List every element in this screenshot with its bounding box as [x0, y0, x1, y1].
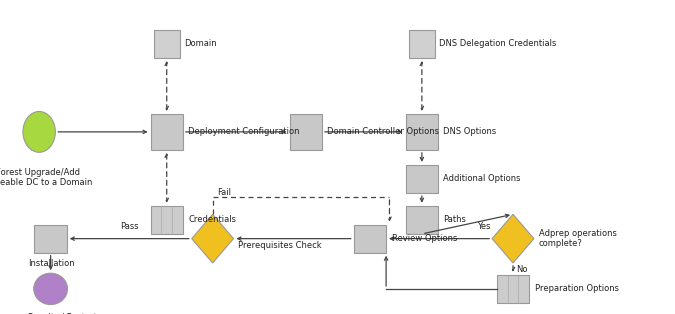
Text: Additional Options: Additional Options [443, 175, 521, 183]
Bar [409, 30, 435, 58]
Text: Domain Controller Options: Domain Controller Options [327, 127, 439, 136]
Text: Forest Upgrade/Add
Writeable DC to a Domain: Forest Upgrade/Add Writeable DC to a Dom… [0, 168, 92, 187]
Text: Pass: Pass [120, 222, 138, 231]
Bar [406, 114, 438, 150]
Bar [497, 275, 529, 303]
Text: Prerequisites Check: Prerequisites Check [238, 241, 322, 250]
Text: Fail: Fail [217, 188, 231, 197]
Bar [34, 225, 67, 253]
Text: Installation: Installation [28, 259, 75, 268]
Text: DNS Delegation Credentials: DNS Delegation Credentials [439, 40, 557, 48]
Polygon shape [192, 214, 234, 263]
Text: Paths: Paths [443, 215, 466, 224]
Text: Deployment Configuration: Deployment Configuration [188, 127, 300, 136]
Ellipse shape [34, 273, 68, 305]
Bar [406, 165, 438, 193]
Bar [151, 206, 183, 234]
Bar [406, 206, 438, 234]
Bar [154, 30, 180, 58]
Bar [354, 225, 386, 253]
Polygon shape [492, 214, 534, 263]
Text: Review Options: Review Options [392, 234, 457, 243]
Text: Results / Restart: Results / Restart [28, 313, 97, 314]
Bar [290, 114, 322, 150]
Text: Credentials: Credentials [188, 215, 236, 224]
Text: DNS Options: DNS Options [443, 127, 497, 136]
Text: Adprep operations
complete?: Adprep operations complete? [539, 229, 616, 248]
Bar [151, 114, 183, 150]
Text: Preparation Options: Preparation Options [535, 284, 618, 293]
Text: Yes: Yes [477, 222, 490, 230]
Text: No: No [516, 265, 528, 274]
Text: Domain: Domain [184, 40, 217, 48]
Ellipse shape [23, 111, 55, 152]
